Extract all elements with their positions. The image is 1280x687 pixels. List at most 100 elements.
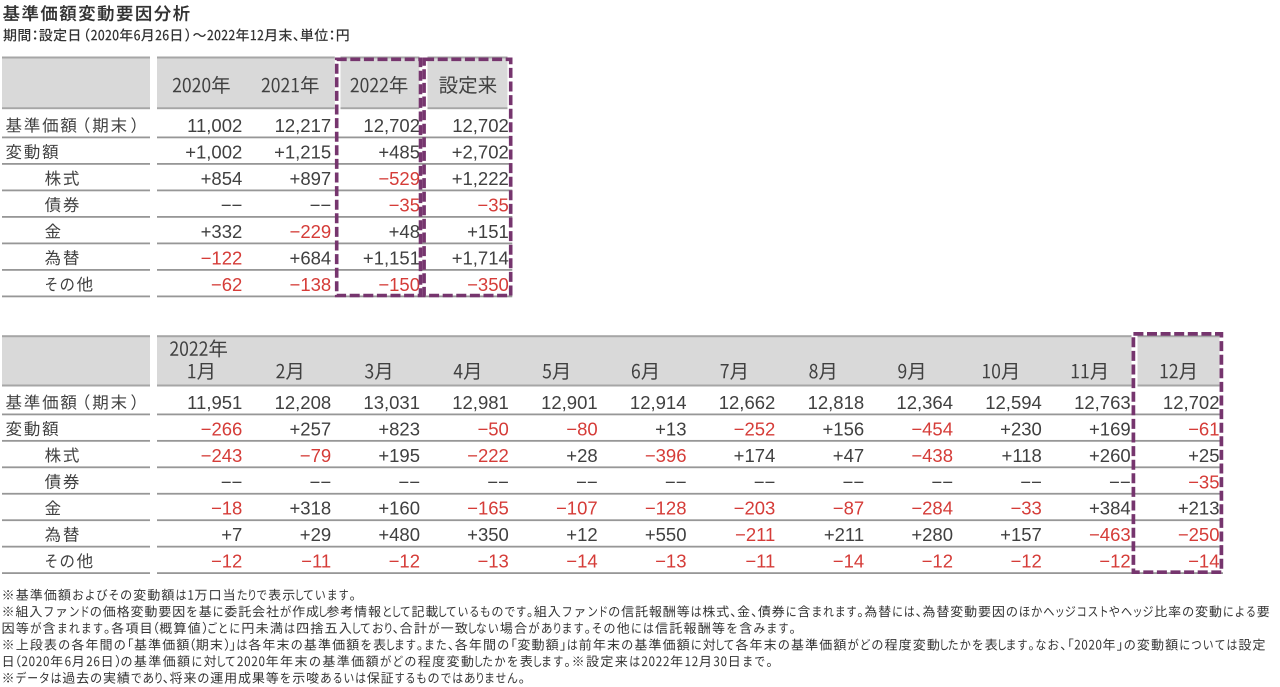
svg-text:+156: +156 [822,418,864,439]
svg-text:−229: −229 [290,221,332,242]
svg-text:−−: −− [487,471,509,492]
svg-text:−18: −18 [211,498,242,519]
svg-text:−14: −14 [1188,551,1219,572]
svg-text:+485: +485 [378,141,420,162]
svg-text:−79: −79 [300,445,331,466]
svg-text:−−: −− [221,471,243,492]
svg-text:+48: +48 [389,221,420,242]
svg-text:+25: +25 [1188,445,1219,466]
svg-text:+169: +169 [1089,418,1131,439]
svg-text:12,702: 12,702 [1163,392,1220,413]
svg-text:11,951: 11,951 [187,392,242,413]
svg-text:−−: −− [665,471,687,492]
svg-text:+13: +13 [655,418,686,439]
svg-text:−266: −266 [201,418,243,439]
svg-text:−13: −13 [477,551,508,572]
svg-text:+213: +213 [1178,498,1220,519]
svg-text:12,208: 12,208 [275,392,332,413]
svg-text:12,901: 12,901 [541,392,598,413]
svg-text:−−: −− [221,194,243,215]
svg-text:−350: −350 [467,274,509,295]
svg-text:+1,714: +1,714 [452,247,509,268]
svg-text:−87: −87 [833,498,864,519]
svg-text:+280: +280 [911,524,953,545]
svg-text:−122: −122 [201,247,243,268]
svg-text:−−: −− [931,471,953,492]
svg-text:+7: +7 [221,524,242,545]
svg-text:+550: +550 [645,524,687,545]
svg-text:+230: +230 [1000,418,1042,439]
svg-text:+160: +160 [378,498,420,519]
svg-text:−128: −128 [645,498,687,519]
svg-text:−12: −12 [1010,551,1041,572]
svg-text:−12: −12 [211,551,242,572]
svg-text:−33: −33 [1010,498,1041,519]
svg-text:+384: +384 [1089,498,1131,519]
svg-text:−11: −11 [301,551,331,572]
svg-text:+480: +480 [378,524,420,545]
svg-text:−−: −− [754,471,776,492]
svg-text:−252: −252 [734,418,776,439]
svg-text:+211: +211 [824,524,864,545]
svg-text:−284: −284 [911,498,953,519]
svg-text:−−: −− [398,471,420,492]
svg-text:+29: +29 [300,524,331,545]
svg-text:+1,002: +1,002 [185,141,242,162]
svg-text:12,662: 12,662 [719,392,776,413]
svg-text:+157: +157 [1000,524,1042,545]
svg-text:+1,215: +1,215 [274,141,331,162]
svg-text:+118: +118 [1002,445,1042,466]
svg-text:−14: −14 [833,551,864,572]
svg-text:−−: −− [310,194,332,215]
svg-text:+47: +47 [833,445,864,466]
svg-text:+28: +28 [566,445,597,466]
svg-text:−150: −150 [378,274,420,295]
svg-text:−12: −12 [922,551,953,572]
svg-text:−−: −− [310,471,332,492]
svg-text:+684: +684 [290,247,332,268]
svg-text:12,364: 12,364 [896,392,953,413]
svg-text:−529: −529 [378,168,420,189]
svg-text:12,914: 12,914 [630,392,687,413]
svg-text:+854: +854 [201,168,243,189]
svg-text:12,217: 12,217 [275,115,332,136]
svg-text:−243: −243 [201,445,243,466]
svg-text:12,702: 12,702 [363,115,420,136]
svg-text:−250: −250 [1178,524,1220,545]
svg-text:12,594: 12,594 [985,392,1042,413]
svg-text:−80: −80 [566,418,597,439]
svg-text:−12: −12 [1099,551,1130,572]
svg-text:+151: +151 [467,221,509,242]
svg-text:−−: −− [1020,471,1042,492]
svg-text:+12: +12 [566,524,597,545]
svg-text:−438: −438 [911,445,953,466]
svg-text:−463: −463 [1089,524,1131,545]
svg-text:+2,702: +2,702 [452,141,509,162]
svg-text:+174: +174 [734,445,776,466]
svg-text:−14: −14 [566,551,597,572]
svg-text:12,981: 12,981 [452,392,509,413]
svg-text:12,763: 12,763 [1074,392,1131,413]
svg-text:−11: −11 [745,551,775,572]
svg-text:−−: −− [576,471,598,492]
svg-text:+332: +332 [201,221,243,242]
svg-text:+195: +195 [378,445,420,466]
svg-text:−396: −396 [645,445,687,466]
svg-text:−454: −454 [911,418,953,439]
svg-text:12,702: 12,702 [452,115,509,136]
svg-text:+1,151: +1,151 [363,247,420,268]
svg-text:−211: −211 [735,524,775,545]
svg-text:11,002: 11,002 [187,115,242,136]
svg-text:−35: −35 [477,194,508,215]
svg-text:−62: −62 [211,274,242,295]
svg-text:−−: −− [843,471,865,492]
svg-text:12,818: 12,818 [808,392,865,413]
svg-text:−13: −13 [655,551,686,572]
svg-text:+260: +260 [1089,445,1131,466]
svg-text:+350: +350 [467,524,509,545]
svg-text:−35: −35 [1188,471,1219,492]
svg-text:−165: −165 [467,498,509,519]
svg-text:−−: −− [1109,471,1131,492]
svg-text:+257: +257 [289,418,331,439]
svg-text:+897: +897 [290,168,332,189]
